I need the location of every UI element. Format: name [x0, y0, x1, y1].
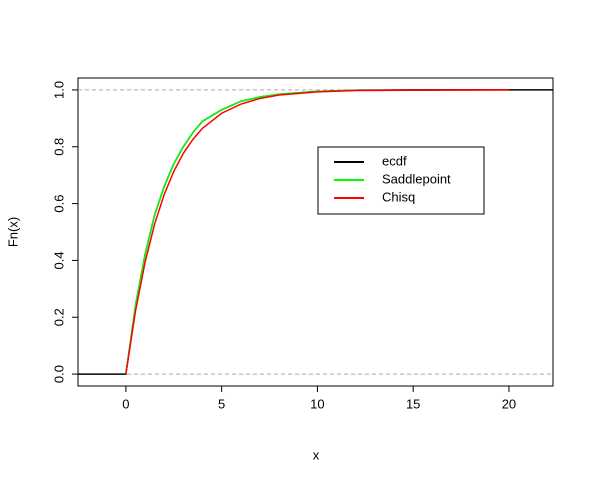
y-tick-label: 0.6 [51, 195, 66, 213]
x-tick-label: 0 [122, 396, 129, 411]
series-line [125, 89, 509, 375]
x-tick-label: 15 [406, 396, 420, 411]
legend-label: Saddlepoint [382, 171, 451, 186]
x-tick-label: 5 [218, 396, 225, 411]
plot-frame [77, 77, 554, 387]
series-line [78, 89, 553, 375]
y-axis-label: Fn(x) [5, 217, 20, 247]
x-tick-label: 10 [310, 396, 324, 411]
y-tick-label: 0.8 [51, 138, 66, 156]
x-tick-label: 20 [502, 396, 516, 411]
series-line [125, 89, 356, 375]
y-tick-label: 0.4 [51, 251, 66, 269]
y-tick-label: 0.0 [51, 365, 66, 383]
legend-label: Chisq [382, 189, 415, 204]
y-tick-label: 1.0 [51, 81, 66, 99]
legend-label: ecdf [382, 153, 407, 168]
x-axis-label: x [313, 447, 320, 462]
y-tick-label: 0.2 [51, 308, 66, 326]
